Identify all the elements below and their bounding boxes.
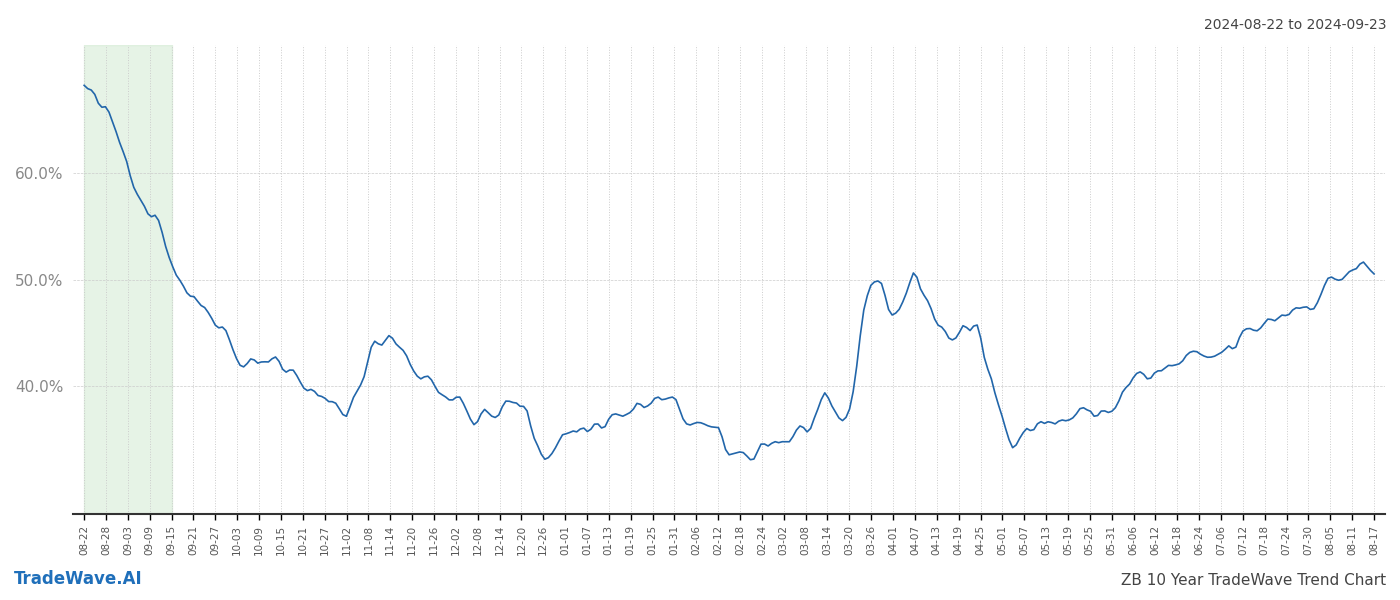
- Text: 2024-08-22 to 2024-09-23: 2024-08-22 to 2024-09-23: [1204, 18, 1386, 32]
- Text: TradeWave.AI: TradeWave.AI: [14, 570, 143, 588]
- Bar: [84, 45, 172, 514]
- Text: ZB 10 Year TradeWave Trend Chart: ZB 10 Year TradeWave Trend Chart: [1121, 573, 1386, 588]
